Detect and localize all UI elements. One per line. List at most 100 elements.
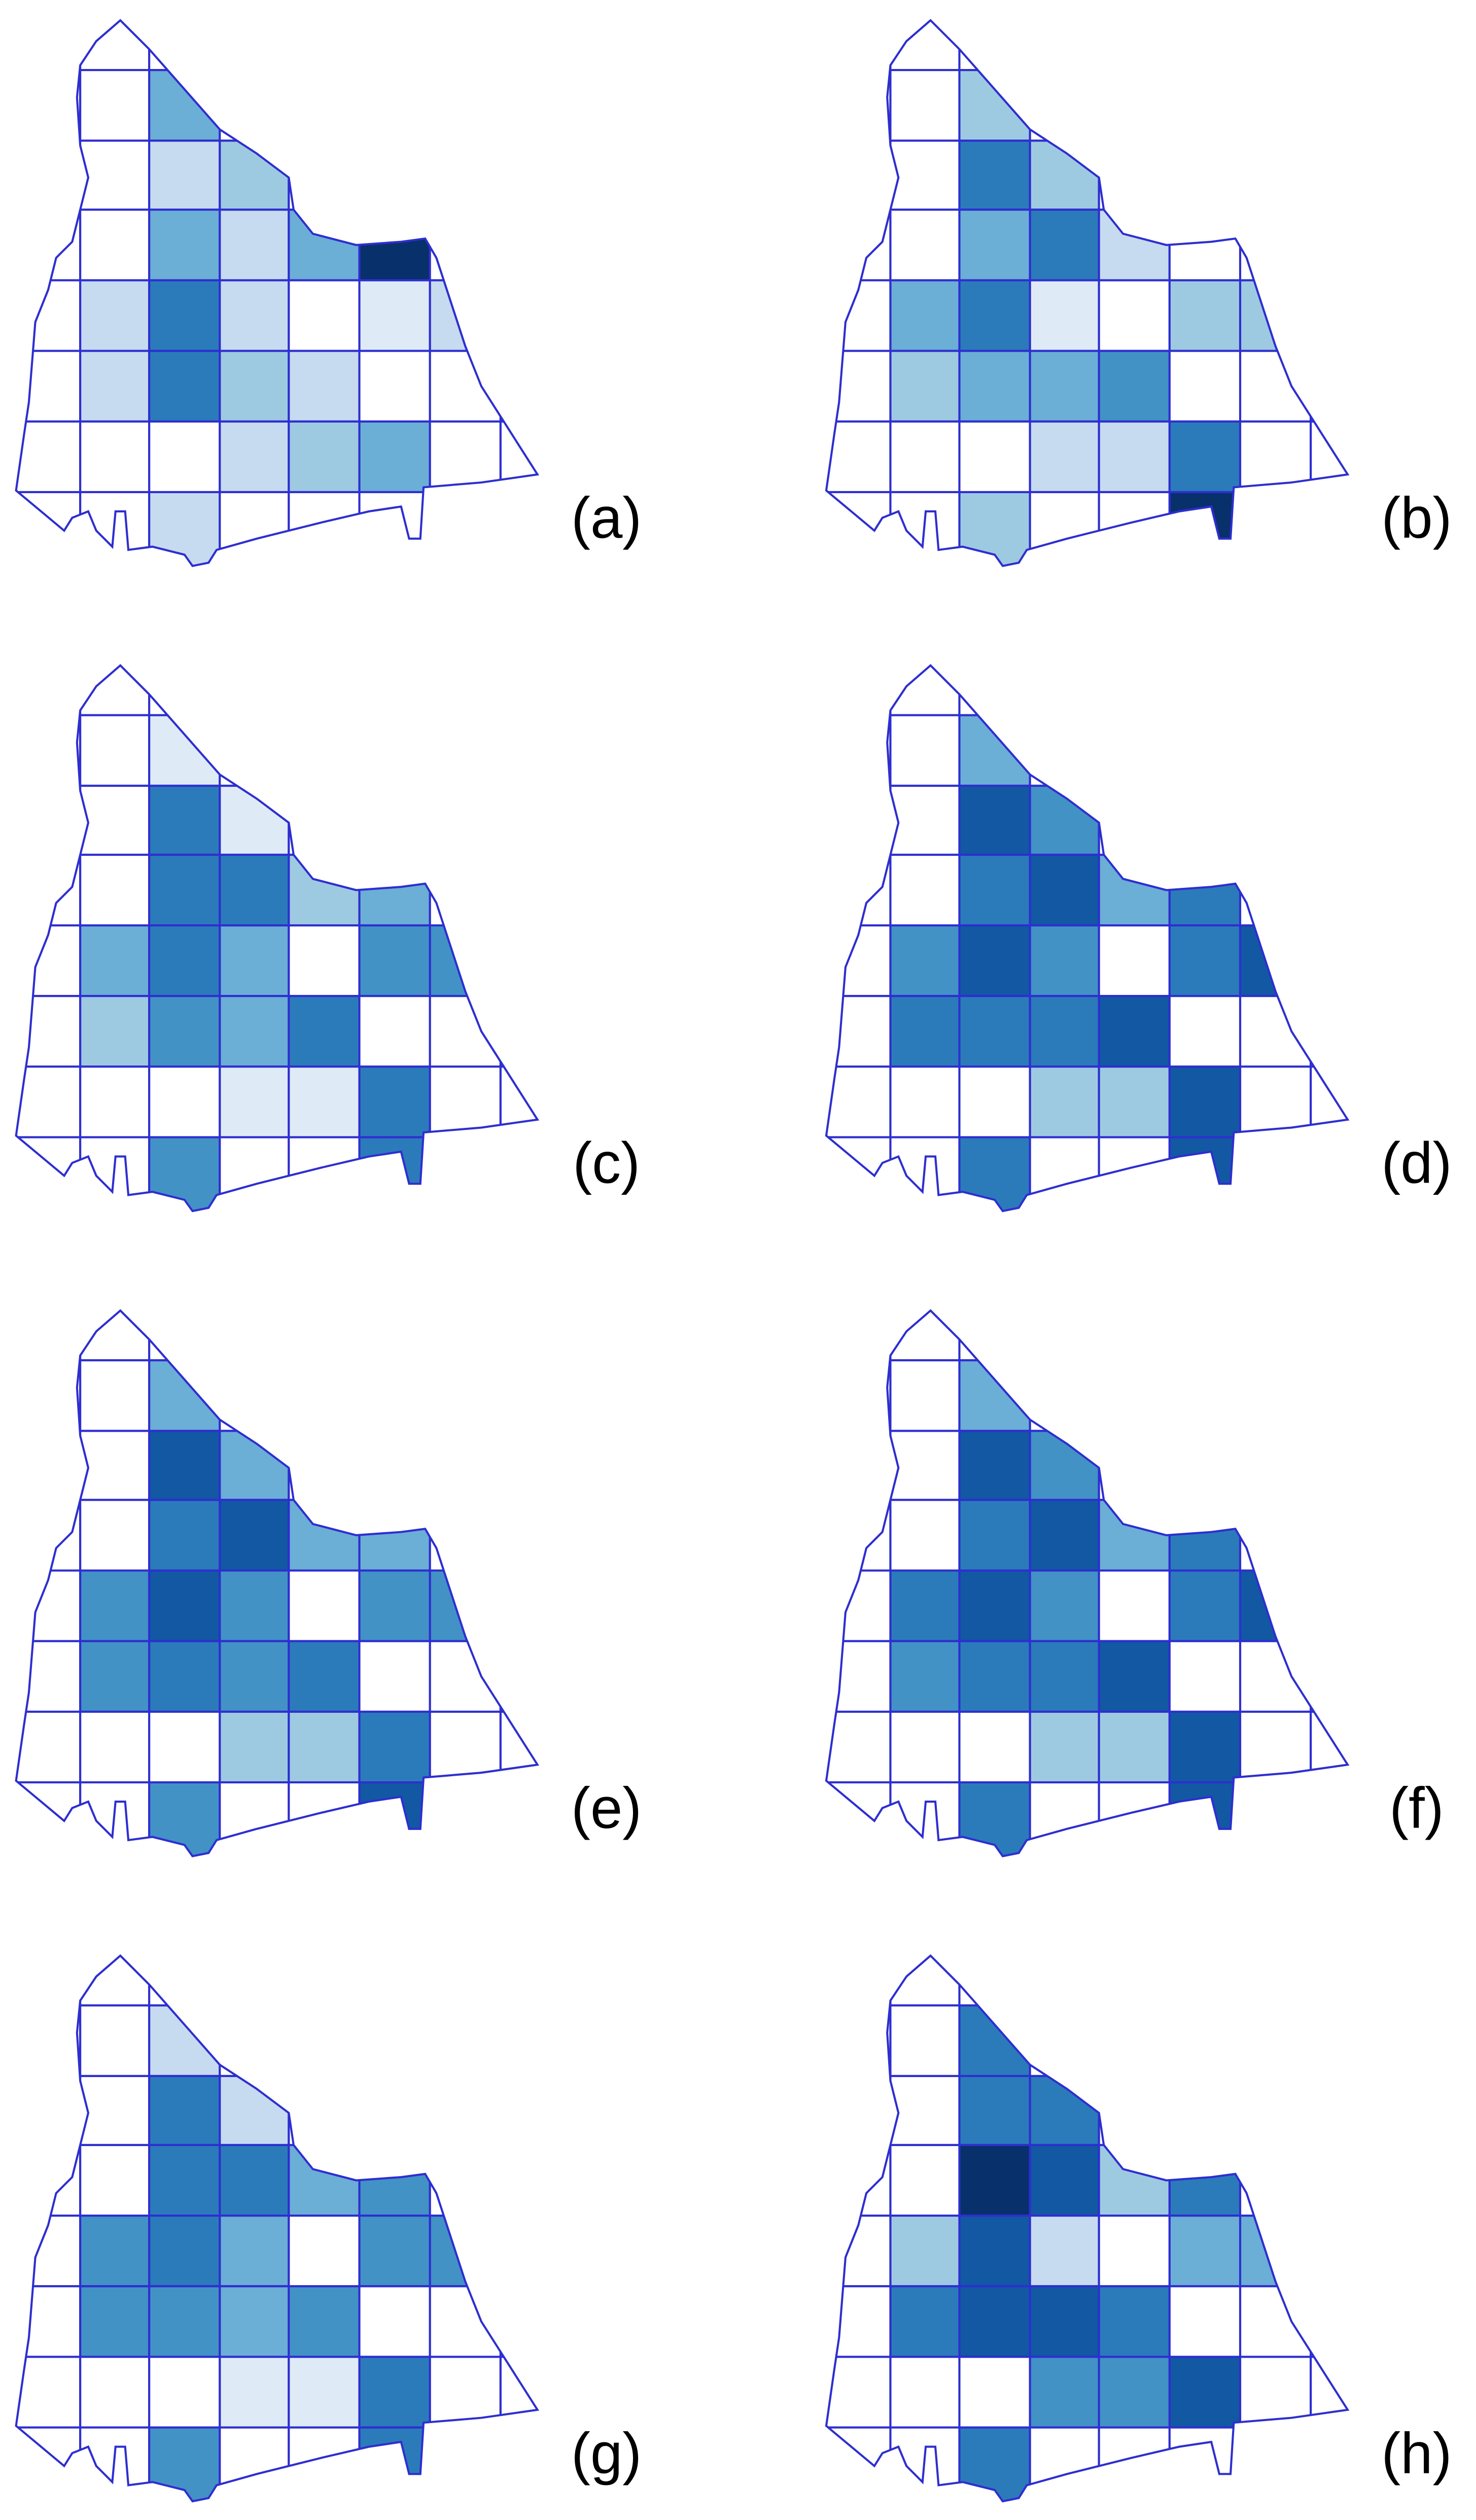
grid-cell: [79, 714, 151, 787]
grid-cell: [79, 1359, 151, 1432]
map-panel: (g): [15, 1954, 642, 2503]
grid-cell: [499, 20, 538, 72]
grid-cell: [1168, 279, 1242, 352]
grid-cell: [1098, 2356, 1171, 2429]
grid-cell: [219, 491, 290, 566]
grid-cell: [958, 784, 1031, 856]
grid-cell: [16, 350, 82, 423]
grid-cell: [1310, 1955, 1348, 2007]
grid-cell: [1239, 2285, 1312, 2358]
grid-cell: [1029, 1955, 1100, 2007]
grid-cell: [1168, 20, 1242, 72]
grid-cell: [16, 714, 82, 787]
cell-grid: [16, 20, 538, 566]
grid-cell: [79, 69, 151, 142]
grid-cell: [288, 2004, 361, 2077]
grid-cell: [889, 995, 961, 1068]
grid-cell: [499, 140, 538, 211]
grid-cell: [1310, 1065, 1348, 1138]
grid-cell: [1098, 1430, 1171, 1501]
grid-cell: [889, 2426, 961, 2502]
grid-cell: [1098, 2426, 1171, 2502]
grid-cell: [499, 1359, 538, 1432]
grid-cell: [79, 2426, 151, 2502]
grid-cell: [16, 491, 82, 566]
grid-cell: [1029, 209, 1100, 282]
grid-cell: [826, 665, 892, 716]
grid-cell: [1310, 2356, 1348, 2429]
grid-cell: [1310, 2215, 1348, 2288]
grid-cell: [1098, 1136, 1171, 1212]
grid-cell: [79, 2144, 151, 2217]
grid-cell: [1098, 2215, 1171, 2288]
grid-cell: [1029, 1359, 1100, 1432]
grid-cell: [429, 20, 502, 72]
grid-cell: [148, 2285, 221, 2358]
grid-cell: [499, 714, 538, 787]
grid-cell: [429, 714, 502, 787]
grid-cell: [79, 853, 151, 927]
cell-grid: [16, 1955, 538, 2502]
grid-cell: [1029, 1136, 1100, 1212]
grid-cell: [219, 1569, 290, 1642]
grid-cell: [1098, 420, 1171, 494]
grid-cell: [219, 2215, 290, 2288]
grid-cell: [148, 1640, 221, 1713]
grid-cell: [148, 1430, 221, 1501]
region-outline: [825, 664, 1350, 1213]
grid-cell: [358, 2004, 431, 2077]
grid-cell: [1029, 20, 1100, 72]
grid-cell: [1239, 69, 1312, 142]
grid-cell: [499, 209, 538, 282]
grid-cell: [358, 1781, 431, 1856]
grid-cell: [16, 2215, 82, 2288]
grid-cell: [499, 1640, 538, 1713]
panel-label: (h): [1381, 2422, 1452, 2486]
grid-cell: [1098, 350, 1171, 423]
grid-cell: [1310, 279, 1348, 352]
grid-cell: [826, 1640, 892, 1713]
grid-cell: [1168, 2426, 1242, 2502]
panel-label: (d): [1381, 1131, 1452, 1196]
grid-cell: [429, 995, 502, 1068]
grid-cell: [1239, 2004, 1312, 2077]
cell-grid: [16, 665, 538, 1212]
grid-cell: [148, 924, 221, 997]
grid-cell: [16, 1136, 82, 1212]
grid-cell: [148, 420, 221, 494]
grid-cell: [219, 1499, 290, 1572]
grid-cell: [288, 140, 361, 211]
grid-cell: [288, 1065, 361, 1138]
grid-cell: [889, 2356, 961, 2429]
grid-cell: [889, 2004, 961, 2077]
grid-cell: [1239, 784, 1312, 856]
grid-cell: [79, 1065, 151, 1138]
grid-cell: [219, 2356, 290, 2429]
grid-cell: [16, 140, 82, 211]
grid-cell: [288, 1640, 361, 1713]
grid-cell: [1098, 140, 1171, 211]
grid-cell: [148, 2144, 221, 2217]
grid-cell: [1098, 69, 1171, 142]
grid-cell: [79, 1710, 151, 1784]
grid-cell: [79, 1136, 151, 1212]
grid-cell: [1098, 1499, 1171, 1572]
grid-cell: [1029, 1499, 1100, 1572]
panel-label: (f): [1389, 1776, 1444, 1841]
grid-cell: [1029, 1569, 1100, 1642]
grid-cell: [288, 350, 361, 423]
grid-cell: [429, 1781, 502, 1856]
grid-cell: [1310, 924, 1348, 997]
grid-cell: [219, 1710, 290, 1784]
grid-cell: [1098, 2075, 1171, 2146]
grid-cell: [1098, 2004, 1171, 2077]
grid-cell: [889, 714, 961, 787]
grid-cell: [1029, 714, 1100, 787]
grid-cell: [499, 2356, 538, 2429]
grid-cell: [1168, 1569, 1242, 1642]
grid-cell: [429, 1310, 502, 1362]
grid-cell: [1310, 665, 1348, 716]
grid-cell: [826, 350, 892, 423]
grid-cell: [358, 1640, 431, 1713]
grid-cell: [889, 1569, 961, 1642]
